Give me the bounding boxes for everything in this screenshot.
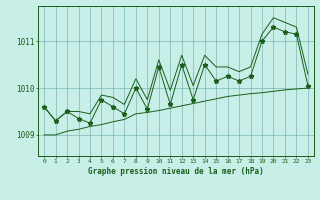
- X-axis label: Graphe pression niveau de la mer (hPa): Graphe pression niveau de la mer (hPa): [88, 167, 264, 176]
